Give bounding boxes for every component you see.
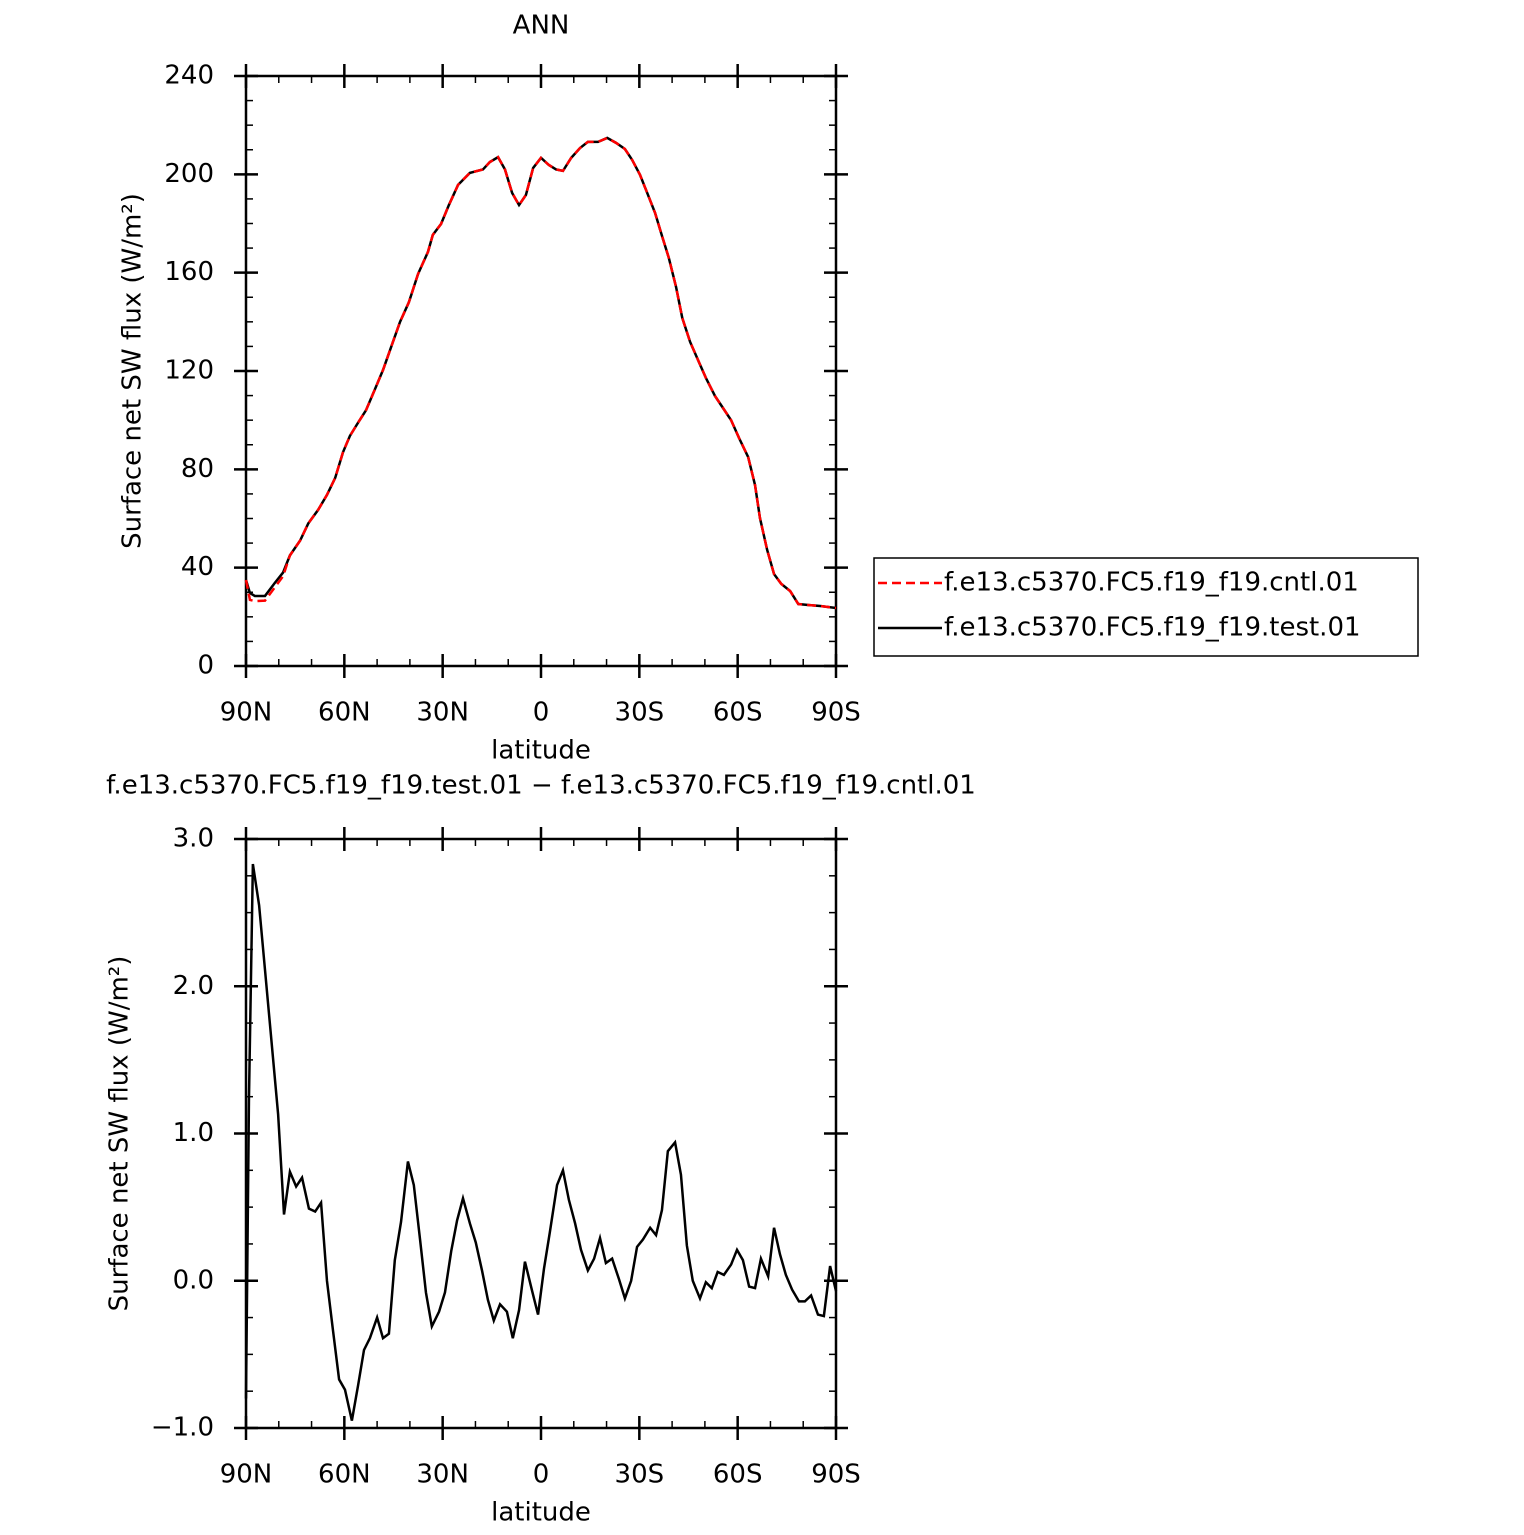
legend-label: f.e13.c5370.FC5.f19_f19.test.01 xyxy=(944,613,1361,643)
y-tick-label: 80 xyxy=(181,454,214,484)
y-tick-label: 240 xyxy=(164,61,214,91)
x-tick-label: 90N xyxy=(220,1460,273,1490)
y-tick-label: 1.0 xyxy=(173,1118,214,1148)
x-axis-label: latitude xyxy=(491,736,591,766)
y-tick-label: 160 xyxy=(164,257,214,287)
x-tick-label: 0 xyxy=(533,1460,550,1490)
x-tick-label: 30N xyxy=(416,698,469,728)
y-tick-label: 200 xyxy=(164,159,214,189)
y-tick-label: 2.0 xyxy=(173,971,214,1001)
legend-label: f.e13.c5370.FC5.f19_f19.cntl.01 xyxy=(944,568,1359,598)
x-tick-label: 60S xyxy=(713,698,763,728)
x-tick-label: 30N xyxy=(416,1460,469,1490)
plot-frame xyxy=(244,74,838,668)
y-axis-label: Surface net SW flux (W/m²) xyxy=(118,193,148,549)
x-tick-label: 30S xyxy=(615,1460,665,1490)
y-tick-label: 3.0 xyxy=(173,824,214,854)
x-tick-label: 60S xyxy=(713,1460,763,1490)
y-tick-label: 120 xyxy=(164,356,214,386)
chart-title: ANN xyxy=(513,11,570,41)
x-tick-label: 30S xyxy=(615,698,665,728)
data-line xyxy=(244,863,838,1421)
y-tick-label: 0 xyxy=(197,651,214,681)
data-line xyxy=(244,136,837,610)
x-tick-label: 60N xyxy=(318,698,371,728)
data-line xyxy=(244,136,837,610)
x-tick-label: 90N xyxy=(220,698,273,728)
chart-title: f.e13.c5370.FC5.f19_f19.test.01 − f.e13.… xyxy=(106,771,976,801)
y-tick-label: 40 xyxy=(181,552,214,582)
plot-frame xyxy=(244,837,838,1430)
x-axis-label: latitude xyxy=(491,1498,591,1528)
y-axis-label: Surface net SW flux (W/m²) xyxy=(105,956,135,1312)
legend-box xyxy=(873,557,1419,657)
x-tick-label: 0 xyxy=(533,698,550,728)
x-tick-label: 60N xyxy=(318,1460,371,1490)
y-tick-label: 0.0 xyxy=(173,1265,214,1295)
x-tick-label: 90S xyxy=(811,1460,861,1490)
x-tick-label: 90S xyxy=(811,698,861,728)
y-tick-label: −1.0 xyxy=(151,1413,214,1443)
